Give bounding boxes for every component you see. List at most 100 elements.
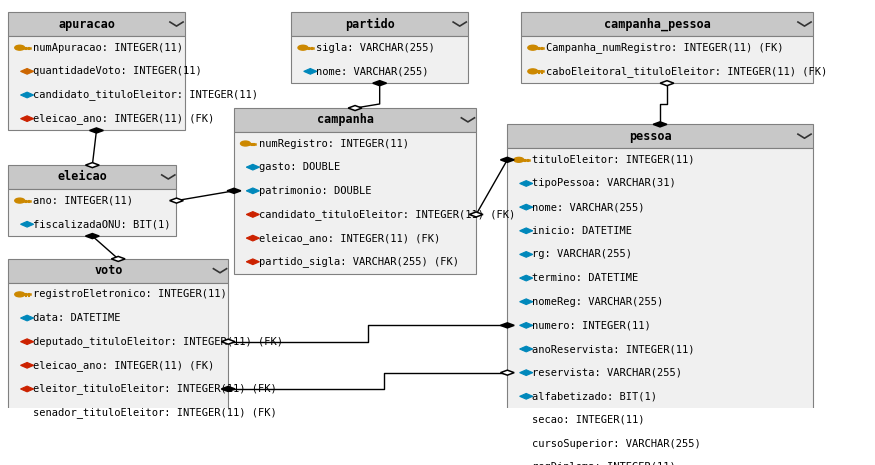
Text: data: DATETIME: data: DATETIME	[33, 313, 121, 323]
Polygon shape	[246, 259, 259, 265]
Text: tituloEleitor: INTEGER(11): tituloEleitor: INTEGER(11)	[532, 155, 695, 165]
Text: termino: DATETIME: termino: DATETIME	[532, 273, 638, 283]
Polygon shape	[170, 198, 184, 203]
Text: inicio: DATETIME: inicio: DATETIME	[532, 226, 632, 236]
Circle shape	[15, 45, 24, 50]
Polygon shape	[373, 80, 387, 86]
Text: voto: voto	[94, 264, 123, 277]
Text: nomeReg: VARCHAR(255): nomeReg: VARCHAR(255)	[532, 297, 663, 307]
Polygon shape	[520, 228, 533, 233]
Text: sigla: VARCHAR(255): sigla: VARCHAR(255)	[316, 43, 435, 53]
Polygon shape	[500, 370, 514, 375]
Polygon shape	[500, 323, 514, 328]
Text: apuracao: apuracao	[58, 18, 116, 31]
Polygon shape	[520, 275, 533, 281]
Text: alfabetizado: BIT(1): alfabetizado: BIT(1)	[532, 392, 657, 401]
Text: pessoa: pessoa	[629, 130, 671, 143]
Text: nome: VARCHAR(255): nome: VARCHAR(255)	[316, 66, 429, 76]
Text: tipoPessoa: VARCHAR(31): tipoPessoa: VARCHAR(31)	[532, 179, 676, 188]
FancyBboxPatch shape	[8, 189, 177, 236]
Polygon shape	[20, 386, 33, 392]
Polygon shape	[86, 163, 99, 168]
Polygon shape	[520, 252, 533, 257]
Text: candidato_tituloEleitor: INTEGER(11) (FK): candidato_tituloEleitor: INTEGER(11) (FK…	[259, 209, 514, 220]
Polygon shape	[246, 235, 259, 241]
FancyBboxPatch shape	[8, 259, 228, 283]
Polygon shape	[653, 122, 667, 127]
Text: numRegistro: INTEGER(11): numRegistro: INTEGER(11)	[259, 139, 409, 148]
Polygon shape	[246, 164, 259, 170]
Text: campanha_pessoa: campanha_pessoa	[604, 17, 711, 31]
Polygon shape	[520, 180, 533, 186]
Polygon shape	[520, 346, 533, 352]
Circle shape	[528, 45, 538, 50]
Text: eleicao_ano: INTEGER(11) (FK): eleicao_ano: INTEGER(11) (FK)	[33, 360, 214, 371]
Circle shape	[15, 292, 24, 297]
Polygon shape	[520, 204, 533, 210]
FancyBboxPatch shape	[522, 12, 813, 36]
Text: gasto: DOUBLE: gasto: DOUBLE	[259, 162, 340, 172]
FancyBboxPatch shape	[8, 165, 177, 189]
Text: registroEletronico: INTEGER(11): registroEletronico: INTEGER(11)	[33, 289, 227, 299]
FancyBboxPatch shape	[8, 12, 185, 36]
FancyBboxPatch shape	[8, 36, 185, 131]
Polygon shape	[89, 128, 103, 133]
Text: regDiploma: INTEGER(11): regDiploma: INTEGER(11)	[532, 462, 676, 465]
Polygon shape	[520, 417, 533, 423]
Polygon shape	[469, 212, 483, 217]
Text: patrimonio: DOUBLE: patrimonio: DOUBLE	[259, 186, 371, 196]
Polygon shape	[246, 188, 259, 193]
Polygon shape	[520, 323, 533, 328]
Polygon shape	[20, 92, 33, 98]
Polygon shape	[221, 339, 235, 344]
Text: eleicao: eleicao	[58, 171, 108, 184]
Text: ano: INTEGER(11): ano: INTEGER(11)	[33, 196, 133, 206]
Circle shape	[15, 198, 24, 203]
Polygon shape	[228, 188, 241, 193]
Polygon shape	[20, 221, 33, 227]
Polygon shape	[348, 106, 362, 111]
FancyBboxPatch shape	[8, 283, 228, 425]
Polygon shape	[86, 233, 99, 239]
Text: fiscalizadaONU: BIT(1): fiscalizadaONU: BIT(1)	[33, 219, 171, 229]
Circle shape	[528, 69, 538, 74]
Polygon shape	[500, 157, 514, 162]
Text: secao: INTEGER(11): secao: INTEGER(11)	[532, 415, 645, 425]
Polygon shape	[520, 393, 533, 399]
Polygon shape	[520, 441, 533, 446]
Polygon shape	[660, 80, 674, 86]
Polygon shape	[20, 362, 33, 368]
Polygon shape	[221, 410, 235, 415]
FancyBboxPatch shape	[507, 124, 813, 148]
Polygon shape	[246, 212, 259, 217]
Text: rg: VARCHAR(255): rg: VARCHAR(255)	[532, 249, 632, 259]
Polygon shape	[304, 68, 317, 74]
Text: numApuracao: INTEGER(11): numApuracao: INTEGER(11)	[33, 43, 183, 53]
Polygon shape	[221, 386, 235, 392]
Polygon shape	[20, 315, 33, 321]
Circle shape	[241, 141, 250, 146]
FancyBboxPatch shape	[291, 36, 468, 83]
Text: caboEleitoral_tituloEleitor: INTEGER(11) (FK): caboEleitoral_tituloEleitor: INTEGER(11)…	[546, 66, 827, 77]
Circle shape	[514, 157, 524, 162]
Polygon shape	[20, 116, 33, 121]
FancyBboxPatch shape	[507, 148, 813, 465]
FancyBboxPatch shape	[234, 132, 476, 273]
Text: numero: INTEGER(11): numero: INTEGER(11)	[532, 320, 651, 330]
FancyBboxPatch shape	[234, 108, 476, 132]
Polygon shape	[20, 68, 33, 74]
FancyBboxPatch shape	[522, 36, 813, 83]
Circle shape	[298, 45, 308, 50]
Polygon shape	[520, 370, 533, 376]
Text: eleitor_tituloEleitor: INTEGER(11) (FK): eleitor_tituloEleitor: INTEGER(11) (FK)	[33, 384, 276, 394]
Polygon shape	[500, 418, 514, 423]
Text: candidato_tituloEleitor: INTEGER(11): candidato_tituloEleitor: INTEGER(11)	[33, 90, 258, 100]
Text: anoReservista: INTEGER(11): anoReservista: INTEGER(11)	[532, 344, 695, 354]
Text: eleicao_ano: INTEGER(11) (FK): eleicao_ano: INTEGER(11) (FK)	[33, 113, 214, 124]
Text: partido: partido	[345, 18, 395, 31]
Text: cursoSuperior: VARCHAR(255): cursoSuperior: VARCHAR(255)	[532, 438, 701, 449]
Text: senador_tituloEleitor: INTEGER(11) (FK): senador_tituloEleitor: INTEGER(11) (FK)	[33, 407, 276, 418]
Text: partido_sigla: VARCHAR(255) (FK): partido_sigla: VARCHAR(255) (FK)	[259, 256, 458, 267]
Polygon shape	[520, 299, 533, 305]
Text: nome: VARCHAR(255): nome: VARCHAR(255)	[532, 202, 645, 212]
